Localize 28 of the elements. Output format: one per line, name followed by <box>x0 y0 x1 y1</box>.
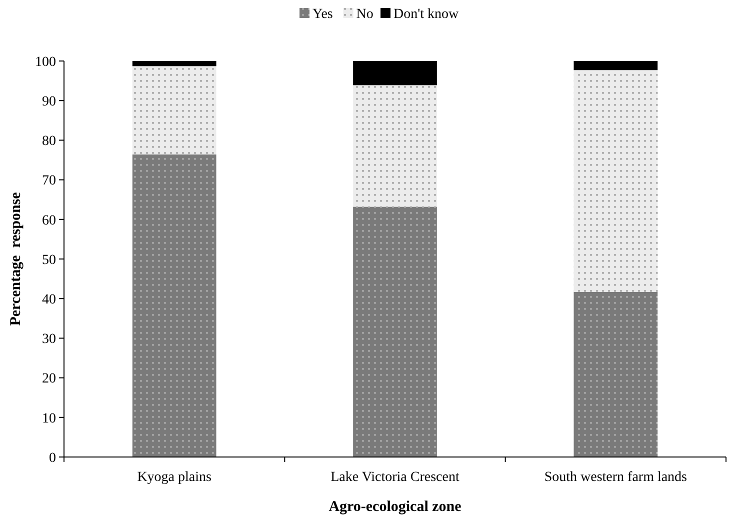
y-tick-label: 60 <box>42 213 56 228</box>
legend-label: Yes <box>312 7 333 22</box>
bar <box>353 206 437 457</box>
y-tick-label: 20 <box>42 372 56 387</box>
x-axis-title: Agro-ecological zone <box>328 499 462 515</box>
legend-label: No <box>356 7 374 22</box>
y-tick-label: 90 <box>42 94 56 110</box>
y-tick-label: 0 <box>49 450 56 466</box>
bar <box>353 61 437 86</box>
y-tick-label: 50 <box>42 252 56 268</box>
x-tick-label: South western farm lands <box>544 470 688 485</box>
bar <box>574 70 658 292</box>
bar <box>353 85 437 207</box>
bar <box>574 61 658 70</box>
y-tick-label: 10 <box>42 411 56 426</box>
x-tick-label: Lake Victoria Crescent <box>330 470 460 485</box>
bar <box>132 154 216 457</box>
y-axis-title: Percentage response <box>8 192 24 326</box>
bar <box>132 61 216 66</box>
y-tick-label: 40 <box>42 292 56 308</box>
y-tick-label: 70 <box>42 174 56 189</box>
legend-label: Don't know <box>394 7 460 22</box>
bar <box>132 66 216 154</box>
y-tick-label: 80 <box>42 134 56 150</box>
x-tick-label: Kyoga plains <box>137 470 212 485</box>
bar <box>574 292 658 457</box>
y-tick-label: 30 <box>42 332 56 348</box>
y-tick-label: 100 <box>35 54 56 70</box>
